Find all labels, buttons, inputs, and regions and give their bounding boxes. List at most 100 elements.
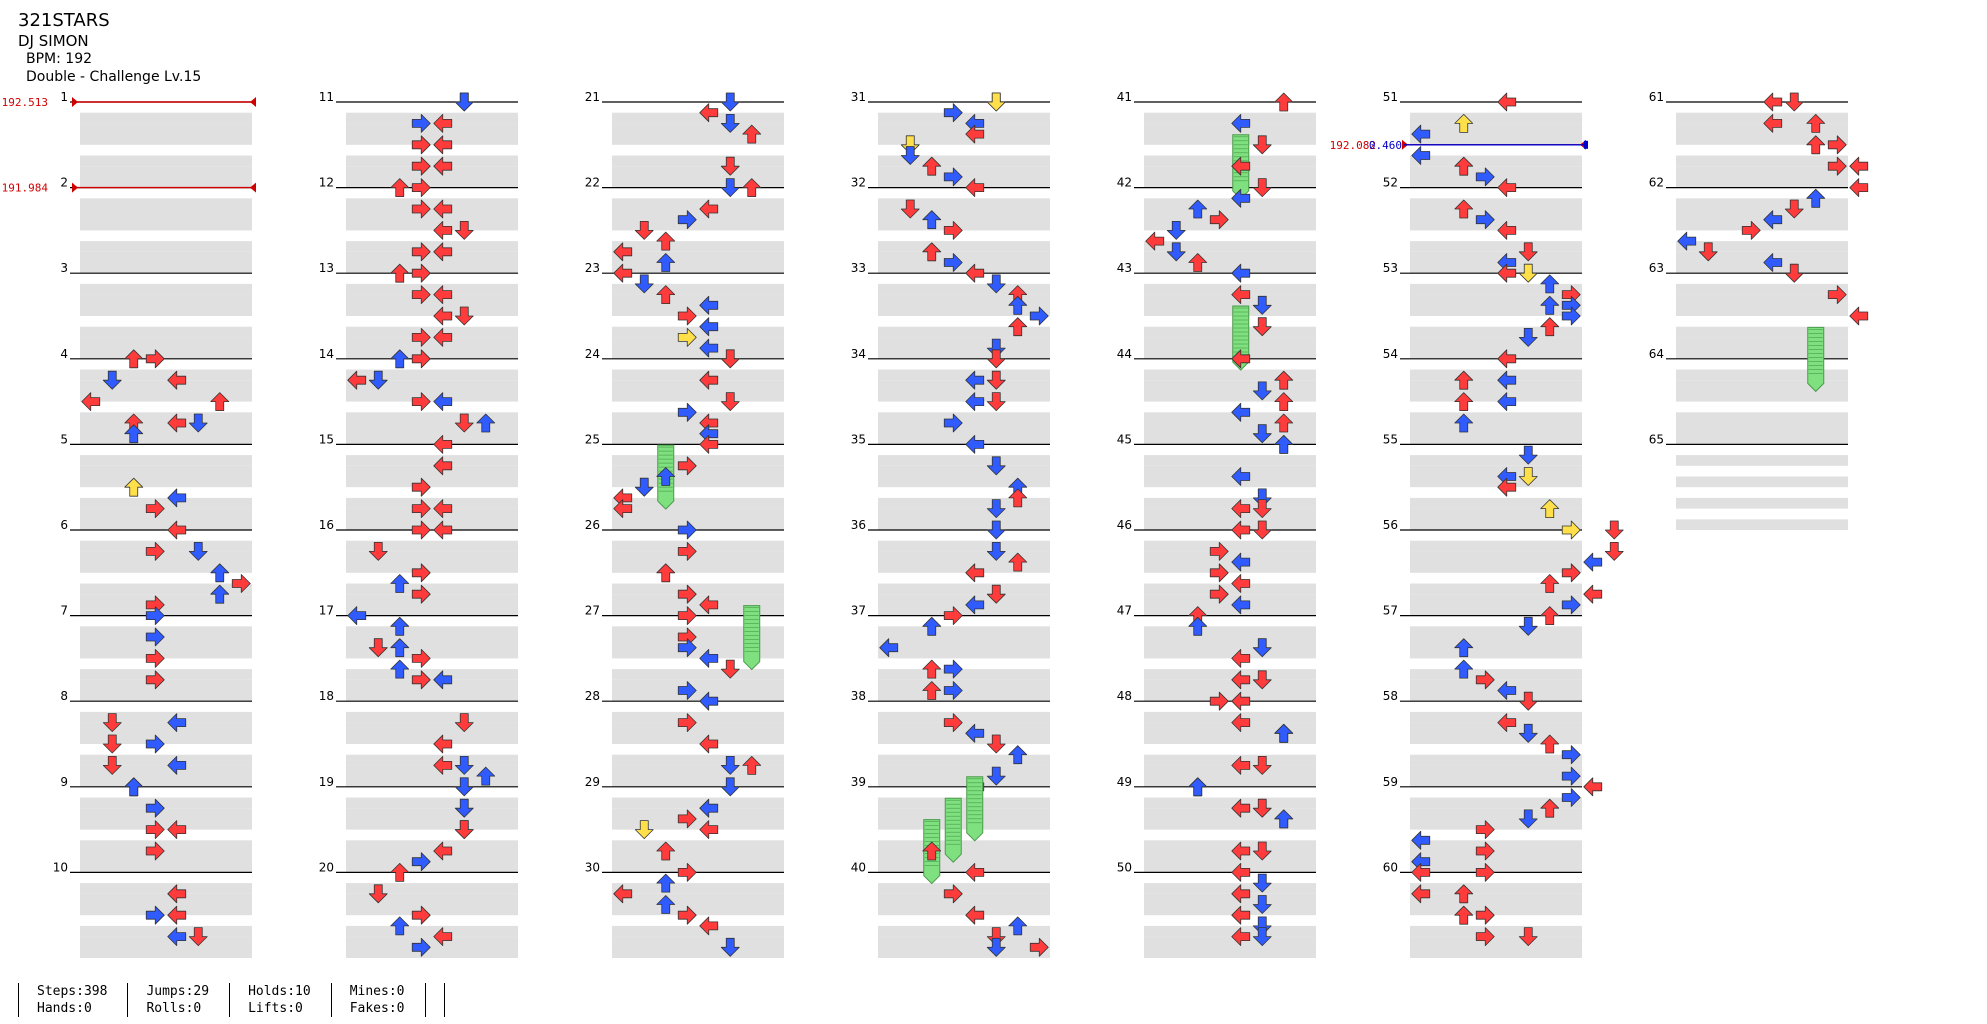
left-arrow-icon: [613, 263, 633, 283]
beat-band: [1410, 508, 1582, 530]
left-arrow-icon: [1231, 713, 1251, 732]
beat-band: [80, 808, 252, 830]
beat-band: [1410, 765, 1582, 787]
beat-band: [878, 412, 1050, 423]
right-arrow-icon: [145, 627, 165, 647]
down-arrow-icon: [720, 92, 740, 112]
left-arrow-icon: [433, 434, 453, 454]
right-arrow-icon: [411, 114, 431, 133]
beat-band: [346, 294, 518, 316]
down-arrow-icon: [634, 477, 654, 497]
beat-band: [346, 326, 518, 338]
beat-band: [1410, 840, 1582, 851]
left-arrow-icon: [1497, 477, 1517, 497]
down-arrow-icon: [1252, 638, 1272, 658]
beat-band: [1144, 797, 1316, 809]
down-arrow-icon: [1252, 317, 1272, 337]
measure-number: 19: [319, 775, 334, 789]
down-arrow-icon: [986, 338, 1006, 358]
beat-band: [878, 380, 1050, 402]
beat-band: [346, 679, 518, 702]
right-arrow-icon: [1209, 691, 1229, 711]
left-arrow-icon: [347, 370, 367, 390]
measure-number: 6: [60, 518, 68, 532]
up-arrow-icon: [1274, 92, 1294, 112]
beat-band: [80, 754, 252, 766]
left-arrow-icon: [433, 285, 453, 305]
beat-band: [1144, 294, 1316, 316]
left-arrow-icon: [433, 841, 453, 861]
beat-band: [80, 465, 252, 488]
up-arrow-icon: [1188, 616, 1208, 636]
bpm-marker-icon: [72, 182, 78, 193]
beat-band: [80, 112, 252, 124]
beat-band: [80, 765, 252, 787]
right-arrow-icon: [145, 734, 165, 754]
down-arrow-icon: [1784, 199, 1804, 219]
right-arrow-icon: [1561, 563, 1581, 583]
up-arrow-icon: [1540, 295, 1560, 315]
beat-band: [1410, 669, 1582, 680]
right-arrow-icon: [943, 103, 963, 123]
right-arrow-icon: [411, 242, 431, 262]
down-arrow-icon: [900, 135, 920, 155]
up-arrow-icon: [1274, 723, 1294, 743]
beat-band: [80, 497, 252, 509]
song-header: 321STARS DJ SIMON BPM: 192 Double - Chal…: [18, 10, 201, 86]
left-arrow-icon: [965, 392, 985, 412]
right-arrow-icon: [677, 402, 697, 422]
stats-cell: Steps:398 Hands:0: [18, 983, 127, 1017]
right-arrow-icon: [1561, 306, 1581, 326]
up-arrow-icon: [390, 616, 410, 636]
down-arrow-icon: [102, 734, 122, 754]
left-arrow-icon: [1583, 552, 1603, 572]
measure-number: 61: [1649, 90, 1664, 104]
up-arrow-icon: [476, 413, 496, 433]
left-arrow-icon: [167, 413, 187, 433]
right-arrow-icon: [411, 563, 431, 583]
right-arrow-icon: [677, 863, 697, 882]
left-arrow-icon: [1849, 178, 1869, 198]
beat-band: [80, 851, 252, 873]
up-arrow-icon: [1540, 317, 1560, 337]
left-arrow-icon: [965, 434, 985, 454]
up-arrow-icon: [1008, 916, 1028, 936]
left-arrow-icon: [433, 220, 453, 240]
measure-number: 38: [851, 689, 866, 703]
right-arrow-icon: [411, 263, 431, 283]
beat-band: [612, 808, 784, 830]
measure-number: 59: [1383, 775, 1398, 789]
right-arrow-icon: [943, 681, 963, 700]
beat-band: [1676, 519, 1848, 530]
right-arrow-icon: [1475, 670, 1495, 690]
left-arrow-icon: [433, 135, 453, 155]
measure-number: 46: [1117, 518, 1132, 532]
beat-band: [80, 583, 252, 595]
down-arrow-icon: [368, 884, 388, 904]
down-arrow-icon: [1518, 445, 1538, 465]
up-arrow-icon: [1274, 809, 1294, 829]
beat-band: [878, 112, 1050, 124]
beat-band: [878, 626, 1050, 637]
right-arrow-icon: [145, 841, 165, 861]
down-arrow-icon: [1252, 927, 1272, 946]
right-arrow-icon: [677, 210, 697, 230]
beat-band: [1410, 711, 1582, 723]
measure-number: 9: [60, 775, 68, 789]
down-arrow-icon: [986, 734, 1006, 754]
beat-band: [612, 679, 784, 702]
measure-number: 16: [319, 518, 334, 532]
right-arrow-icon: [943, 659, 963, 679]
beat-band: [612, 754, 784, 766]
beat-band: [1676, 283, 1848, 295]
right-arrow-icon: [677, 327, 697, 347]
beat-band: [346, 112, 518, 124]
beat-band: [612, 583, 784, 595]
beat-band: [80, 209, 252, 231]
left-arrow-icon: [167, 820, 187, 839]
beat-band: [1676, 241, 1848, 252]
beat-band: [612, 626, 784, 637]
left-arrow-icon: [433, 520, 453, 540]
down-arrow-icon: [986, 349, 1006, 369]
beat-band: [878, 123, 1050, 145]
